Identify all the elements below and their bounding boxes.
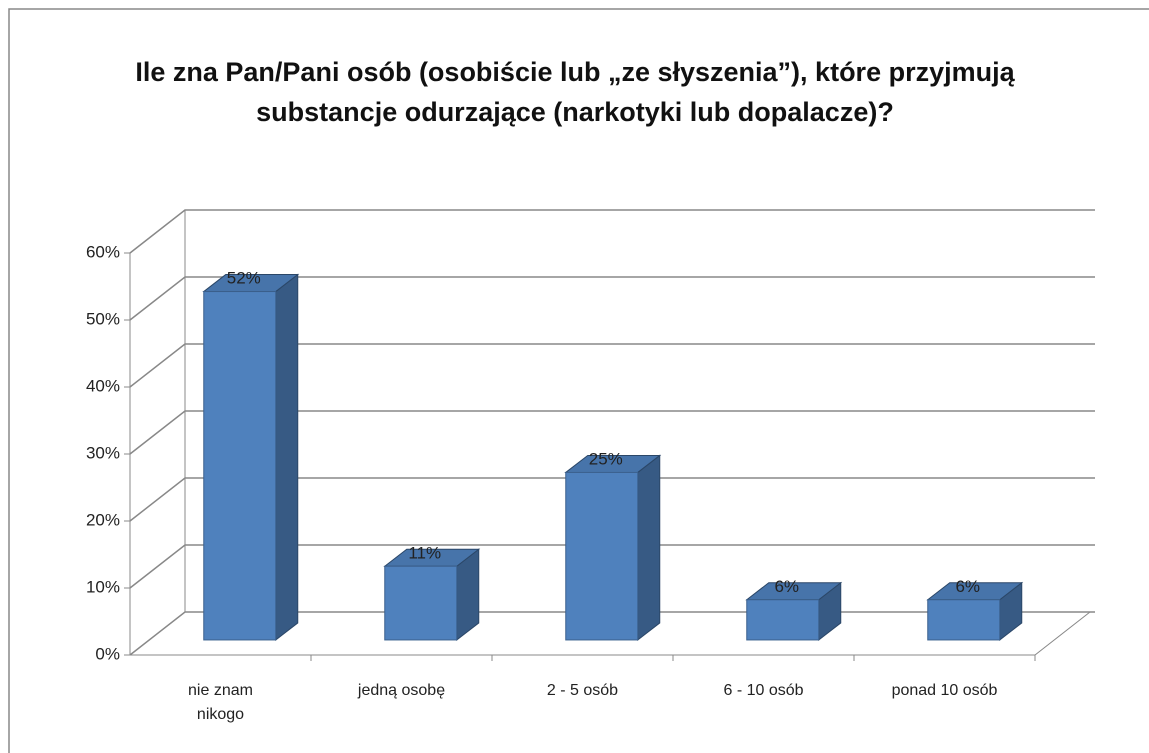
x-tick-label: jedną osobę [357,682,446,699]
y-tick-label: 50% [86,309,120,328]
value-label: 6% [955,577,980,596]
bar [565,471,639,641]
x-tick-label: 2 - 5 osób [546,682,619,699]
value-label: 52% [227,269,261,288]
bar [384,565,458,641]
bar [746,599,820,641]
y-tick-label: 30% [86,443,120,462]
grid-line [129,276,1095,321]
y-tick-label: 20% [86,510,120,529]
grid-line [129,209,1095,254]
y-tick-label: 0% [95,644,120,663]
y-tick-label: 40% [86,376,120,395]
bar [927,599,1001,641]
value-label: 11% [408,543,441,562]
value-label: 25% [589,449,623,468]
bar-side [637,454,661,641]
grid-line [129,544,1095,589]
grid-line [129,343,1095,388]
y-tick-label: 60% [86,242,120,261]
bar [203,291,277,641]
grid-line [129,410,1095,455]
x-tick-label: nie znam nikogo [188,682,253,723]
bar-side [275,273,299,641]
x-tick-label: 6 - 10 osób [723,682,804,699]
x-tick-label: ponad 10 osób [891,682,998,699]
y-tick-label: 10% [86,577,120,596]
grid-line [129,477,1095,522]
value-label: 6% [774,577,799,596]
chart-title: Ile zna Pan/Pani osób (osobiście lub „ze… [135,57,1015,127]
